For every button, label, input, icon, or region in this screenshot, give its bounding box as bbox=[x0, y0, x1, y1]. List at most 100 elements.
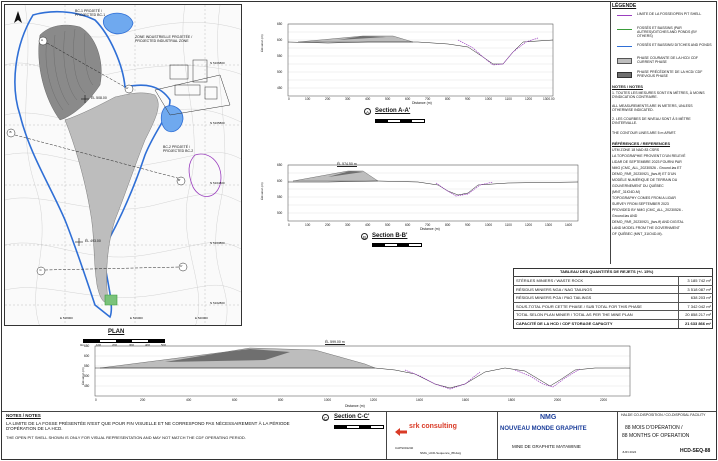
section-marker-b: B bbox=[9, 130, 12, 134]
section-c-ytick-3: 500 bbox=[84, 374, 90, 378]
ref-line-0: UTM ZONE 18 NAD 83 CSRS bbox=[612, 148, 660, 152]
section-a-chart bbox=[268, 12, 578, 112]
notes-title: NOTES / NOTES bbox=[612, 84, 643, 89]
section-a-scale-bar bbox=[375, 119, 425, 123]
section-b-xtick-7: 700 bbox=[425, 223, 431, 227]
bottom-note-en: THE OPEN PIT SHELL SHOWN IS ONLY FOR VIS… bbox=[6, 435, 246, 440]
label-bc1: BC-1 PROJETÉ / PROJECTED BC-1 bbox=[75, 9, 106, 18]
quantity-row: RÉSIDUS MINIERS PGA / PAG TAILINGS 638 20… bbox=[513, 294, 713, 303]
quantity-row: CAPACITÉ DE LA HCD / CDF STORAGE CAPACIT… bbox=[513, 319, 713, 328]
section-marker-c: C bbox=[39, 268, 42, 272]
section-b-xtick-11: 1100 bbox=[505, 223, 512, 227]
section-c-chart bbox=[75, 338, 635, 406]
section-c-ytick-0: 650 bbox=[84, 344, 90, 348]
section-marker-c-prime: C' bbox=[180, 264, 183, 268]
quantity-row: SOUS-TOTAL POUR CETTE PHASE / SUB TOTAL … bbox=[513, 302, 713, 311]
section-b-xtick-9: 900 bbox=[465, 223, 471, 227]
section-c-xtick-4: 400 bbox=[186, 398, 192, 402]
client-name: NOUVEAU MONDE GRAPHITE bbox=[500, 426, 587, 432]
section-c-ytick-1: 600 bbox=[84, 354, 90, 358]
ref-line-8: TOPOGRAPHY COMES FROM A LIDAR bbox=[612, 196, 676, 200]
project-number: CAPS001240 bbox=[395, 446, 414, 450]
ref-line-13: LAND MODEL FROM THE GOVERNMENT bbox=[612, 226, 680, 230]
section-b-elevation-label: ÉL 574.50 m bbox=[337, 162, 357, 168]
east-coord-2: E 519000 bbox=[130, 316, 143, 320]
section-a-ytick-4: 450 bbox=[277, 86, 283, 90]
section-b-xtick-13: 1300 bbox=[545, 223, 553, 227]
ref-line-7: (MNT_31IO4D-M) bbox=[612, 190, 641, 194]
section-b-xtick-3: 300 bbox=[345, 223, 351, 227]
section-a-xtick-10: 1000 bbox=[485, 97, 493, 101]
section-a-marker: A bbox=[364, 108, 371, 115]
section-a-xtick-5: 500 bbox=[385, 97, 391, 101]
north-coord-3: N 5164800 bbox=[210, 181, 225, 185]
ref-line-4: DEMO_PAR_20230921_(lws-ff) ET D'UN bbox=[612, 172, 676, 176]
ref-line-11: Ground.las AND bbox=[612, 214, 638, 218]
ref-line-1: LA TOPOGRAPHIE PROVIENT D'UN RELEVÉ bbox=[612, 154, 686, 158]
section-a-xtick-0: 0 bbox=[288, 97, 290, 101]
section-c-xlabel: Distance (m) bbox=[345, 404, 365, 408]
section-c-scale-bar bbox=[334, 425, 384, 429]
section-a-xtick-7: 700 bbox=[425, 97, 431, 101]
section-a-ytick-1: 600 bbox=[277, 38, 283, 42]
note-line-4: THE CONTOUR LINES ARE 5 m APART. bbox=[612, 131, 677, 135]
quantity-row: TOTAL SELON PLAN MINIER / TOTAL AS PER T… bbox=[513, 311, 713, 320]
section-a-ytick-2: 550 bbox=[277, 54, 283, 58]
elevation-label-1: ÉL 508.00 bbox=[91, 96, 107, 100]
plan-map-drawing bbox=[5, 5, 241, 325]
plan-map: A A' B B' C C' BC-1 PROJETÉ / PROJECTED … bbox=[4, 4, 242, 326]
section-c-xtick-10: 1000 bbox=[324, 398, 332, 402]
section-b-xtick-6: 600 bbox=[405, 223, 411, 227]
section-c-xtick-2: 200 bbox=[140, 398, 146, 402]
section-b-xtick-0: 0 bbox=[288, 223, 290, 227]
section-b-xtick-4: 400 bbox=[365, 223, 371, 227]
section-b-xlabel: Distance (m) bbox=[420, 227, 440, 231]
plan-scale-tick-5: 500 bbox=[161, 343, 167, 347]
section-c-marker: C bbox=[322, 414, 329, 421]
section-a-xtick-4: 400 bbox=[365, 97, 371, 101]
plan-scale-tick-2: 200 bbox=[112, 343, 118, 347]
note-line-1: 1. TOUTES LES MESURES SONT EN MÈTRES, À … bbox=[612, 91, 705, 100]
section-a-xlabel: Distance (m) bbox=[412, 101, 432, 105]
plan-scale-tick-3: 300 bbox=[129, 343, 135, 347]
section-b-xtick-8: 800 bbox=[445, 223, 451, 227]
client-logo-mark: NMG bbox=[540, 414, 557, 421]
consultant-logo: srk consulting bbox=[409, 423, 457, 430]
section-a-xtick-3: 300 bbox=[345, 97, 351, 101]
facility-name: HALDE CO-DISPOSITION / CO-DISPOSAL FACIL… bbox=[621, 413, 706, 417]
section-b-xtick-5: 500 bbox=[385, 223, 391, 227]
ref-line-10: PROVIDED BY NMG (CMC_ALL_20230526 - bbox=[612, 208, 683, 212]
ref-line-12: DEMO_PAR_20230921_(lws-ff) AND DIGITAL bbox=[612, 220, 684, 224]
section-c-xtick-6: 600 bbox=[232, 398, 238, 402]
north-arrow-icon bbox=[14, 11, 22, 23]
bottom-note-fr: LA LIMITE DE LA FOSSE PRÉSENTÉE N'EST QU… bbox=[6, 421, 290, 432]
note-line-2: ALL MEASUREMENTS ARE IN METERS, UNLESS O… bbox=[612, 104, 693, 113]
east-coord-1: E 518000 bbox=[60, 316, 73, 320]
drawing-file: NMG_HCD-Sequence_88.dwg bbox=[420, 451, 462, 455]
drawing-number: HCD-SEQ-88 bbox=[680, 448, 711, 454]
bottom-notes-title: NOTES / NOTES bbox=[6, 413, 41, 418]
section-a-ytick-3: 500 bbox=[277, 70, 283, 74]
section-b-title: Section B-B' bbox=[372, 233, 408, 239]
note-line-3: 2. LES COURBES DE NIVEAU SONT À 5 MÈTRE … bbox=[612, 117, 691, 126]
section-c-title: Section C-C' bbox=[334, 414, 370, 420]
section-a-xtick-1: 100 bbox=[305, 97, 311, 101]
srk-logo-icon bbox=[395, 423, 407, 436]
section-a-xtick-8: 800 bbox=[445, 97, 451, 101]
section-b-chart bbox=[268, 155, 588, 235]
ref-line-5: MODÈLE NUMÉRIQUE DE TERRAIN DU bbox=[612, 178, 678, 182]
section-a-xtick-6: 600 bbox=[405, 97, 411, 101]
section-marker-a-prime: A' bbox=[126, 86, 129, 90]
references-title: RÉFÉRENCES / REFERENCES bbox=[612, 141, 671, 146]
legend-title: LÉGENDE bbox=[612, 3, 637, 9]
section-c-ytick-2: 550 bbox=[84, 364, 90, 368]
section-a-xtick-11: 1100 bbox=[505, 97, 512, 101]
section-b-ytick-3: 500 bbox=[277, 211, 283, 215]
project-name: MINE DE GRAPHITE MATAWINIE bbox=[512, 444, 581, 449]
drawing-title-en: 88 MONTHS OF OPERATION bbox=[622, 433, 690, 439]
ref-line-6: GOUVERNEMENT DU QUÉBEC bbox=[612, 184, 664, 188]
section-c-xtick-16: 1600 bbox=[462, 398, 470, 402]
section-marker-b-prime: B' bbox=[178, 178, 181, 182]
section-c-ytick-4: 450 bbox=[84, 384, 90, 388]
